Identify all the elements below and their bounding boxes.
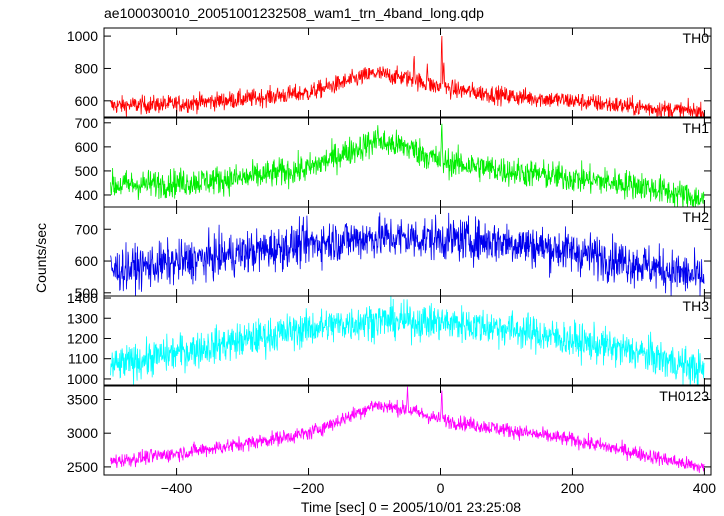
x-tick-label: 0	[437, 480, 445, 496]
x-axis-label: Time [sec] 0 = 2005/10/01 23:25:08	[301, 499, 521, 515]
panel-th2: 500 600 700 TH2	[75, 206, 712, 301]
panel-th0123: 2500 3000 3500 TH0123	[67, 385, 712, 476]
x-tick-label: 400	[693, 480, 717, 496]
y-tick-label: 600	[75, 139, 99, 155]
y-tick-label: 3000	[67, 425, 98, 441]
y-tick-label: 1000	[67, 28, 98, 44]
y-tick-label: 1200	[67, 330, 98, 346]
panel-frame	[103, 27, 712, 118]
x-tick-label: −200	[293, 480, 325, 496]
y-tick-label: 500	[75, 285, 99, 301]
series-line-th1	[110, 123, 705, 207]
panel-label: TH0	[683, 30, 710, 46]
y-tick-label: 700	[75, 221, 99, 237]
y-tick-label: 400	[75, 187, 99, 203]
x-tick-label: 200	[561, 480, 585, 496]
panel-frame	[103, 117, 712, 208]
y-tick-label: 800	[75, 60, 99, 76]
chart-title: ae100030010_20051001232508_wam1_trn_4ban…	[104, 5, 484, 21]
y-tick-label: 600	[75, 253, 99, 269]
x-axis: −400 −200 0 200 400	[161, 480, 716, 496]
panels: 600 800 1000 TH0 400 500 600 700 TH1 500 600 700 TH2…	[67, 27, 712, 476]
y-tick-label: 600	[75, 93, 99, 109]
panel-label: TH0123	[659, 388, 709, 404]
panel-label: TH2	[683, 209, 710, 225]
panel-frame	[103, 295, 712, 386]
panel-th1: 400 500 600 700 TH1	[75, 115, 712, 208]
panel-th0: 600 800 1000 TH0	[67, 27, 712, 118]
x-tick-label: −400	[161, 480, 193, 496]
series-line-th0123	[110, 386, 705, 473]
y-tick-label: 1400	[67, 290, 98, 306]
panel-frame	[103, 385, 712, 476]
series-line-th0	[110, 35, 705, 117]
y-tick-label: 3500	[67, 391, 98, 407]
panel-label: TH3	[683, 298, 710, 314]
y-tick-label: 1300	[67, 310, 98, 326]
series-line-th3	[110, 296, 705, 385]
panel-label: TH1	[683, 120, 710, 136]
y-tick-label: 1000	[67, 371, 98, 387]
y-tick-label: 700	[75, 115, 99, 131]
series-line-th2	[110, 212, 705, 296]
y-axis-label: Counts/sec	[33, 223, 49, 293]
panel-th3: 1000 1100 1200 1300 1400 TH3	[67, 290, 712, 387]
y-tick-label: 1100	[68, 351, 98, 367]
y-tick-label: 500	[75, 163, 99, 179]
y-tick-label: 2500	[67, 459, 98, 475]
